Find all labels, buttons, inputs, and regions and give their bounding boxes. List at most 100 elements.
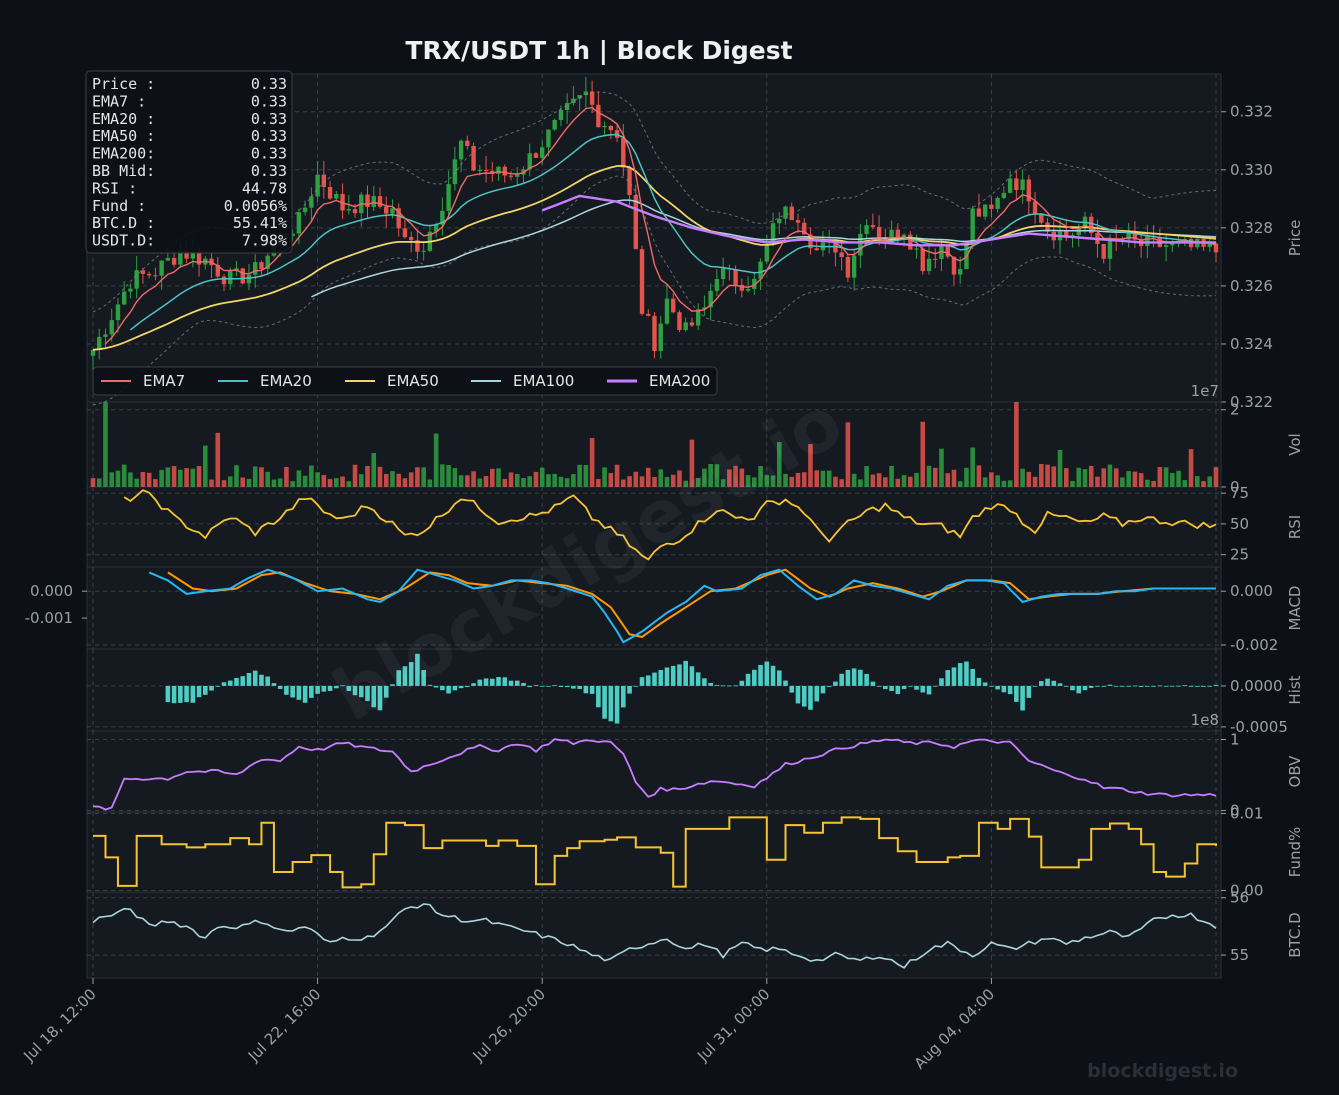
hist-bar [358,685,364,698]
info-box: Price : 0.33 EMA7 : 0.33 EMA20 : 0.33 EMA50 : 0… [85,70,293,254]
candle-body [309,196,314,208]
candle-body [446,184,451,211]
volume-bar [614,464,620,487]
volume-bar [770,475,776,487]
volume-bar [546,474,551,487]
candle-body [708,290,713,308]
hist-bar [964,661,969,686]
volume-bar [215,432,221,487]
y-tick-label: 0.332 [1230,103,1273,121]
y-tick-label: 0.322 [1230,393,1273,411]
info-label: RSI : [92,179,137,197]
info-label: BTC.D : [92,214,155,232]
hist-bar [315,685,320,694]
candle-body [153,275,158,277]
panel-fund [86,811,1222,893]
hist-bar [658,669,664,686]
y-tick-label: 0.324 [1230,335,1273,353]
hist-bar [745,673,751,686]
volume-bar [159,469,164,487]
hist-bar [365,685,370,702]
hist-bar [433,685,439,688]
candle-body [933,258,938,260]
info-label: USDT.D: [92,232,155,250]
info-label: EMA7 : [92,92,146,110]
volume-bar [471,471,476,487]
hist-bar [1107,684,1113,686]
hist-bar [883,685,888,690]
volume-bar [377,466,383,487]
candle-body [97,336,102,350]
hist-bar [340,685,345,687]
volume-bar [1145,479,1150,487]
hist-bar [178,685,183,703]
hist-bar [421,670,426,686]
hist-bar [895,685,901,695]
candle-body [989,204,994,209]
panel-obv [86,730,1222,813]
candle-body [695,309,701,326]
volume-bar [140,471,146,487]
hist-bar [309,685,314,698]
candle-body [496,166,501,174]
hist-bar [483,678,489,686]
hist-bar [284,685,289,695]
candle-body [1207,243,1212,247]
y-tick-label: 0.330 [1230,161,1273,179]
volume-bar [839,479,844,487]
volume-bar [833,476,838,487]
candle-body [140,270,146,274]
candle-body [970,208,975,245]
hist-bar [477,679,483,686]
hist-bar [277,685,283,689]
hist-bar [327,685,333,691]
hist-bar [1020,685,1025,711]
candle-body [1014,178,1019,190]
volume-bar [627,476,632,487]
volume-bar [876,473,882,487]
hist-bar [633,685,639,687]
candle-body [290,233,295,237]
candle-body [1001,192,1007,198]
volume-bar [539,467,545,487]
volume-bar [321,475,327,487]
volume-bar [957,481,963,487]
volume-bar [309,465,314,487]
hist-bar [446,685,451,694]
volume-bar [1126,471,1131,487]
volume-bar [664,477,670,487]
candle-body [433,224,439,232]
volume-bar [783,473,788,487]
candle-body [596,104,601,128]
volume-bar [801,472,807,487]
volume-bar [227,476,233,487]
hist-bar [396,670,402,686]
volume-bar [1194,476,1200,487]
candle-body [421,250,426,252]
hist-bar [577,685,582,689]
volume-bar [203,445,208,487]
volume-bar [327,479,333,487]
y-tick-label: 0.01 [1230,805,1263,823]
candle-body [109,320,114,335]
volume-bar [758,466,763,487]
candle-body [858,233,863,256]
hist-bar [259,674,264,686]
hist-bar [583,685,589,694]
volume-bar [970,447,975,487]
hist-bar [1151,685,1156,687]
hist-bar [1163,685,1169,687]
volume-bar [596,479,601,487]
hist-bar [695,672,701,686]
hist-bar [1176,685,1181,687]
legend-label: EMA7 [143,372,185,390]
hist-bar [227,680,233,686]
candle-body [259,262,264,269]
candle-body [1107,239,1113,259]
hist-bar [683,660,688,686]
y-tick-label: 1 [1230,731,1240,749]
candle-body [577,95,582,99]
volume-bar [589,438,595,487]
candle-body [215,265,220,277]
